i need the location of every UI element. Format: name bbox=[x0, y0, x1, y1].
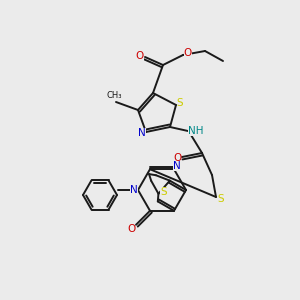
Text: NH: NH bbox=[188, 126, 204, 136]
Text: N: N bbox=[130, 185, 138, 195]
Text: S: S bbox=[177, 98, 183, 108]
Text: CH₃: CH₃ bbox=[106, 91, 122, 100]
Text: N: N bbox=[173, 161, 181, 171]
Text: O: O bbox=[136, 51, 144, 61]
Text: O: O bbox=[184, 48, 192, 58]
Text: O: O bbox=[173, 153, 181, 163]
Text: S: S bbox=[218, 194, 224, 204]
Text: N: N bbox=[138, 128, 146, 138]
Text: S: S bbox=[160, 187, 167, 197]
Text: O: O bbox=[127, 224, 135, 234]
